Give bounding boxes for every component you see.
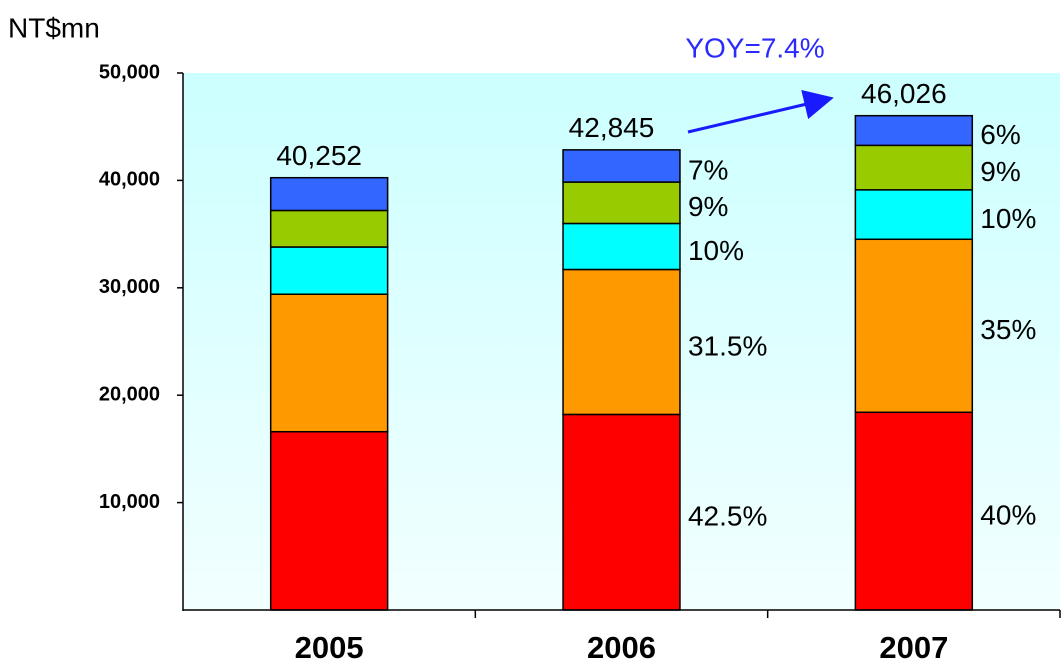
y-axis-label: NT$mn bbox=[8, 12, 100, 43]
bar-segment bbox=[269, 246, 389, 295]
y-tick-label: 50,000 bbox=[99, 61, 160, 83]
total-label: 40,252 bbox=[276, 140, 362, 171]
share-label: 31.5% bbox=[688, 330, 767, 361]
total-label: 46,026 bbox=[861, 78, 947, 109]
bar-segment bbox=[854, 144, 974, 191]
y-tick-label: 20,000 bbox=[99, 383, 160, 405]
share-label: 10% bbox=[980, 203, 1036, 234]
y-tick-label: 10,000 bbox=[99, 491, 160, 513]
bar-segment bbox=[562, 222, 681, 271]
share-label: 10% bbox=[688, 235, 744, 266]
bar-segment bbox=[854, 114, 974, 147]
bar-segment bbox=[854, 411, 974, 611]
bar-segment bbox=[562, 268, 681, 416]
bar-segment bbox=[854, 189, 974, 241]
x-tick-label: 2007 bbox=[879, 630, 948, 665]
bar-segment bbox=[269, 293, 389, 433]
bar-segment bbox=[269, 209, 389, 248]
annotation-arrow bbox=[687, 89, 834, 134]
total-label: 42,845 bbox=[569, 112, 655, 143]
y-tick-label: 30,000 bbox=[99, 276, 160, 298]
share-label: 9% bbox=[980, 156, 1020, 187]
x-tick-label: 2005 bbox=[295, 630, 364, 665]
bar-segment bbox=[562, 413, 681, 611]
annotation: YOY=7.4% bbox=[685, 32, 824, 63]
share-label: 42.5% bbox=[688, 501, 767, 532]
share-label: 35% bbox=[980, 314, 1036, 345]
y-tick-label: 40,000 bbox=[99, 169, 160, 191]
share-label: 9% bbox=[688, 191, 728, 222]
share-label: 7% bbox=[688, 154, 728, 185]
x-tick-label: 2006 bbox=[587, 630, 656, 665]
bar-segment bbox=[269, 430, 389, 611]
bar-segment bbox=[562, 181, 681, 225]
bar-segment bbox=[854, 238, 974, 414]
share-label: 6% bbox=[980, 119, 1020, 150]
share-label: 40% bbox=[980, 500, 1036, 531]
bar-segment bbox=[269, 176, 389, 212]
bar-segment bbox=[562, 149, 681, 183]
